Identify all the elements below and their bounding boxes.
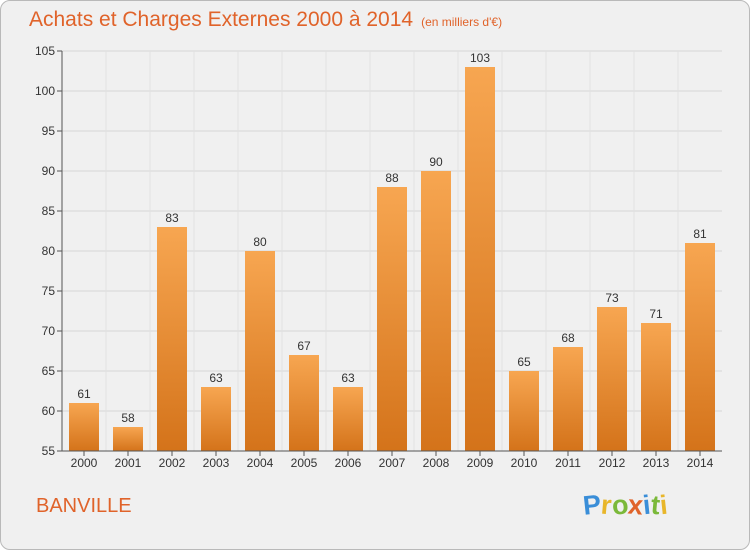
value-label-2009: 103 xyxy=(470,51,490,65)
bar-2009 xyxy=(465,67,495,451)
bars: 61 58 83 63 80 67 63 88 90 103 65 68 73 71 81 xyxy=(69,51,715,451)
x-tick-label-2003: 2003 xyxy=(203,456,230,470)
x-tick-label-2004: 2004 xyxy=(247,456,274,470)
value-label-2014: 81 xyxy=(693,227,707,241)
bar-2014 xyxy=(685,243,715,451)
bar-2004 xyxy=(245,251,275,451)
y-tick-label-70: 70 xyxy=(42,324,56,338)
bar-2008 xyxy=(421,171,451,451)
chart-title: Achats et Charges Externes 2000 à 2014 (e… xyxy=(29,8,502,32)
logo-letter: i xyxy=(657,489,669,521)
x-tick-label-2008: 2008 xyxy=(423,456,450,470)
bar-2005 xyxy=(289,355,319,451)
x-tick-label-2010: 2010 xyxy=(511,456,538,470)
bar-2010 xyxy=(509,371,539,451)
bar-2007 xyxy=(377,187,407,451)
chart-unit-label: (en milliers d'€) xyxy=(421,15,503,29)
bar-2012 xyxy=(597,307,627,451)
axes: 55 60 65 70 75 80 85 90 95 100 105 2000 2001 2002 2003… xyxy=(35,44,722,470)
value-label-2000: 61 xyxy=(77,387,91,401)
x-tick-label-2013: 2013 xyxy=(643,456,670,470)
x-tick-label-2002: 2002 xyxy=(159,456,186,470)
y-tick-label-105: 105 xyxy=(35,44,55,58)
value-label-2002: 83 xyxy=(165,211,179,225)
value-label-2003: 63 xyxy=(209,371,223,385)
value-label-2013: 71 xyxy=(649,307,663,321)
y-tick-label-60: 60 xyxy=(42,404,56,418)
value-label-2005: 67 xyxy=(297,339,311,353)
y-tick-label-95: 95 xyxy=(42,124,56,138)
value-label-2007: 88 xyxy=(385,171,399,185)
bar-2000 xyxy=(69,403,99,451)
x-tick-label-2014: 2014 xyxy=(687,456,714,470)
chart-title-text: Achats et Charges Externes 2000 à 2014 xyxy=(29,8,414,31)
x-tick-label-2001: 2001 xyxy=(115,456,142,470)
y-tick-label-90: 90 xyxy=(42,164,56,178)
value-label-2006: 63 xyxy=(341,371,355,385)
value-label-2001: 58 xyxy=(121,411,135,425)
value-label-2011: 68 xyxy=(561,331,575,345)
bar-2006 xyxy=(333,387,363,451)
x-tick-label-2012: 2012 xyxy=(599,456,626,470)
proxiti-logo: Proxiti xyxy=(581,489,669,521)
y-tick-label-85: 85 xyxy=(42,204,56,218)
x-tick-label-2007: 2007 xyxy=(379,456,406,470)
bar-2002 xyxy=(157,227,187,451)
x-tick-label-2006: 2006 xyxy=(335,456,362,470)
x-tick-label-2000: 2000 xyxy=(71,456,98,470)
bar-2011 xyxy=(553,347,583,451)
x-tick-label-2011: 2011 xyxy=(555,456,581,470)
value-label-2008: 90 xyxy=(429,155,443,169)
y-tick-label-100: 100 xyxy=(35,84,55,98)
value-label-2004: 80 xyxy=(253,235,267,249)
y-tick-label-65: 65 xyxy=(42,364,56,378)
x-tick-label-2005: 2005 xyxy=(291,456,318,470)
bar-2003 xyxy=(201,387,231,451)
x-tick-label-2009: 2009 xyxy=(467,456,494,470)
value-label-2012: 73 xyxy=(605,291,619,305)
y-tick-label-75: 75 xyxy=(42,284,56,298)
value-label-2010: 65 xyxy=(517,355,531,369)
location-label: BANVILLE xyxy=(36,495,132,517)
bar-2013 xyxy=(641,323,671,451)
y-tick-label-80: 80 xyxy=(42,244,56,258)
y-tick-label-55: 55 xyxy=(42,444,56,458)
bar-2001 xyxy=(113,427,143,451)
